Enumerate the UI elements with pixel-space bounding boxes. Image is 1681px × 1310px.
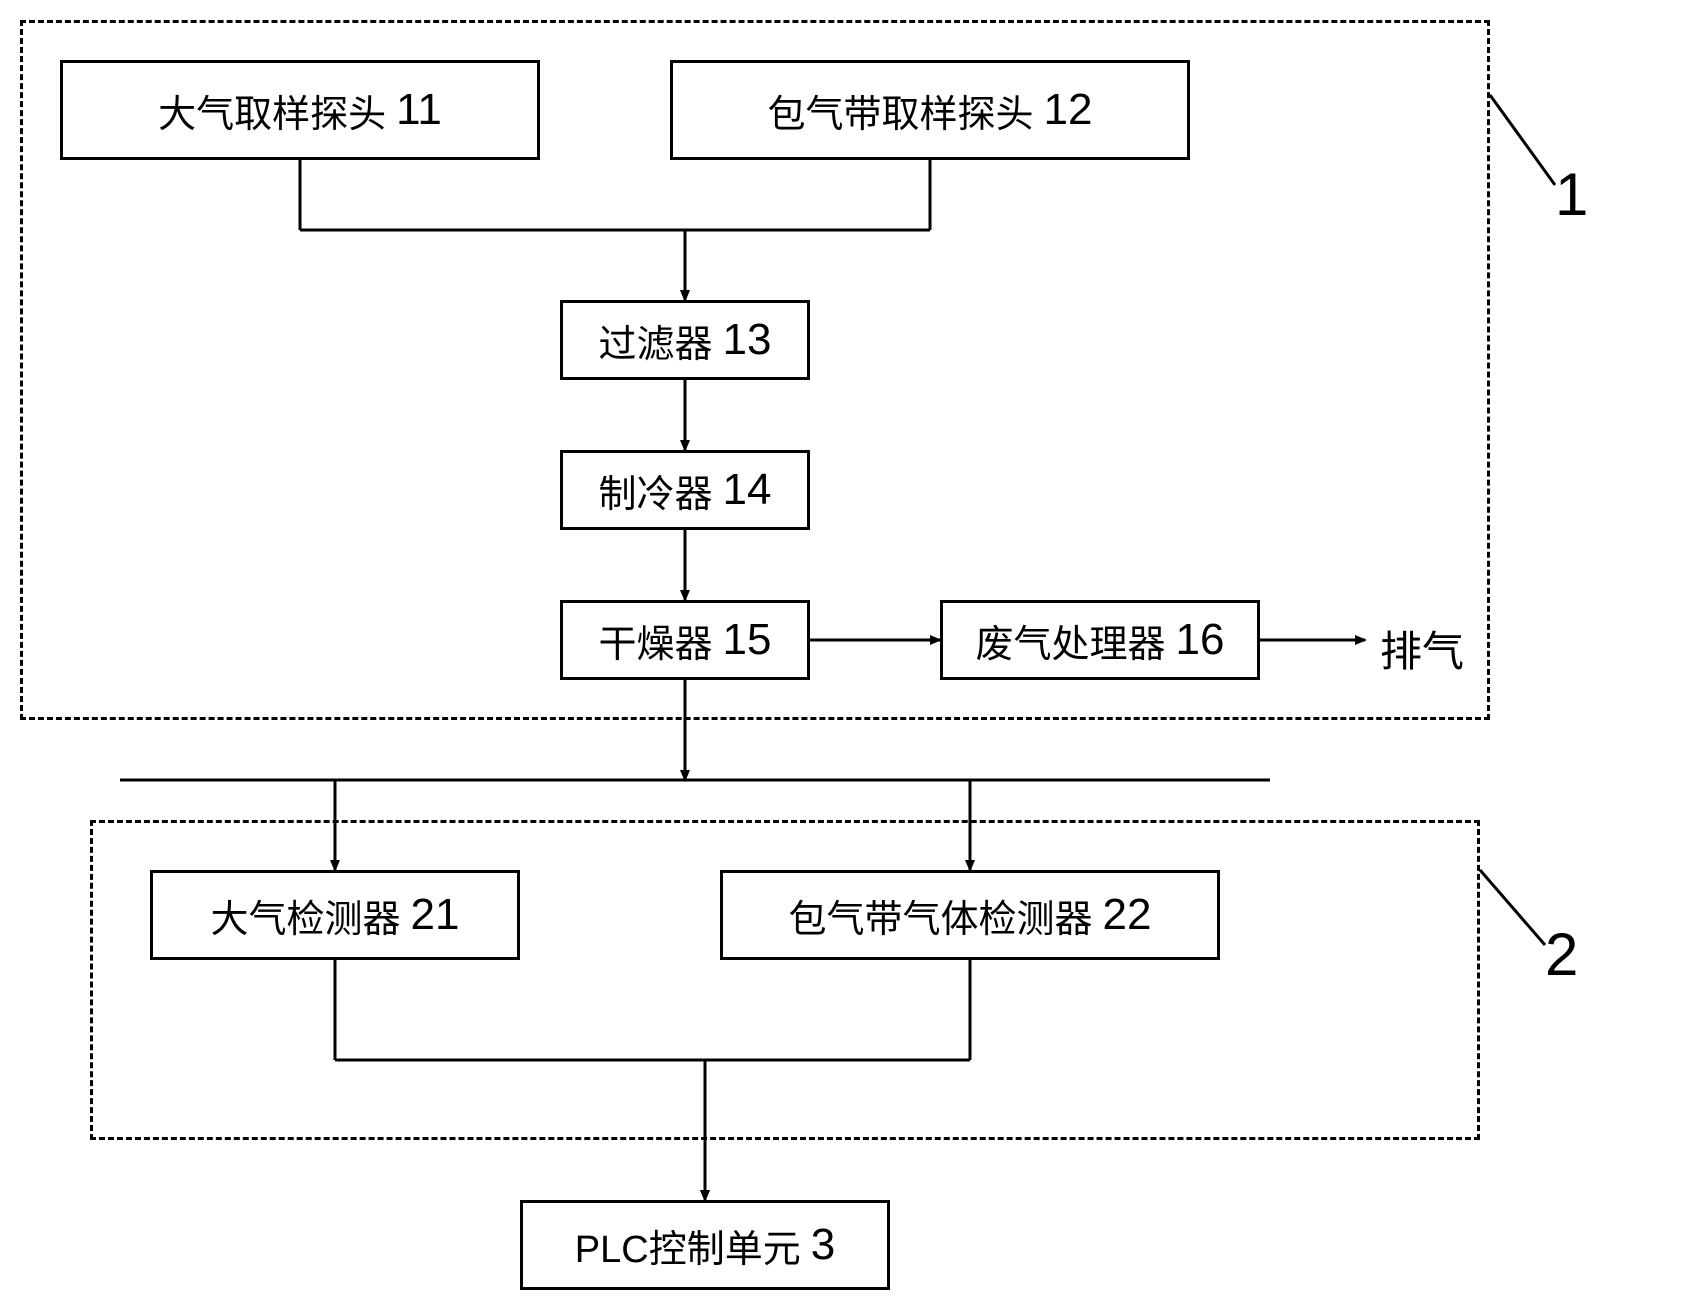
node-num-n15: 15	[723, 615, 772, 665]
node-num-n14: 14	[723, 465, 772, 515]
label-exhaust: 排气	[1380, 618, 1464, 679]
diagram-canvas: 12大气取样探头11包气带取样探头12过滤器13制冷器14干燥器15废气处理器1…	[0, 0, 1681, 1310]
node-label-n22: 包气带气体检测器	[789, 888, 1093, 943]
node-n22: 包气带气体检测器22	[720, 870, 1220, 960]
node-n21: 大气检测器21	[150, 870, 520, 960]
node-n13: 过滤器13	[560, 300, 810, 380]
group-num-g1: 1	[1555, 160, 1588, 229]
node-label-n13: 过滤器	[599, 313, 713, 368]
node-n14: 制冷器14	[560, 450, 810, 530]
node-label-n14: 制冷器	[599, 463, 713, 518]
node-num-n3: 3	[811, 1220, 835, 1270]
node-n3: PLC控制单元3	[520, 1200, 890, 1290]
node-label-n15: 干燥器	[599, 613, 713, 668]
node-num-n12: 12	[1044, 85, 1093, 135]
node-num-n16: 16	[1176, 615, 1225, 665]
node-label-n11: 大气取样探头	[158, 83, 386, 138]
node-num-n11: 11	[396, 85, 442, 135]
node-label-n12: 包气带取样探头	[768, 83, 1034, 138]
group-g2	[90, 820, 1480, 1140]
node-n11: 大气取样探头11	[60, 60, 540, 160]
node-n15: 干燥器15	[560, 600, 810, 680]
node-num-n13: 13	[723, 315, 772, 365]
node-label-n16: 废气处理器	[976, 613, 1166, 668]
group-num-g2: 2	[1545, 920, 1578, 989]
node-label-n21: 大气检测器	[211, 888, 401, 943]
node-label-n3: PLC控制单元	[575, 1218, 801, 1273]
node-n12: 包气带取样探头12	[670, 60, 1190, 160]
node-num-n21: 21	[411, 890, 460, 940]
node-num-n22: 22	[1103, 890, 1152, 940]
node-n16: 废气处理器16	[940, 600, 1260, 680]
